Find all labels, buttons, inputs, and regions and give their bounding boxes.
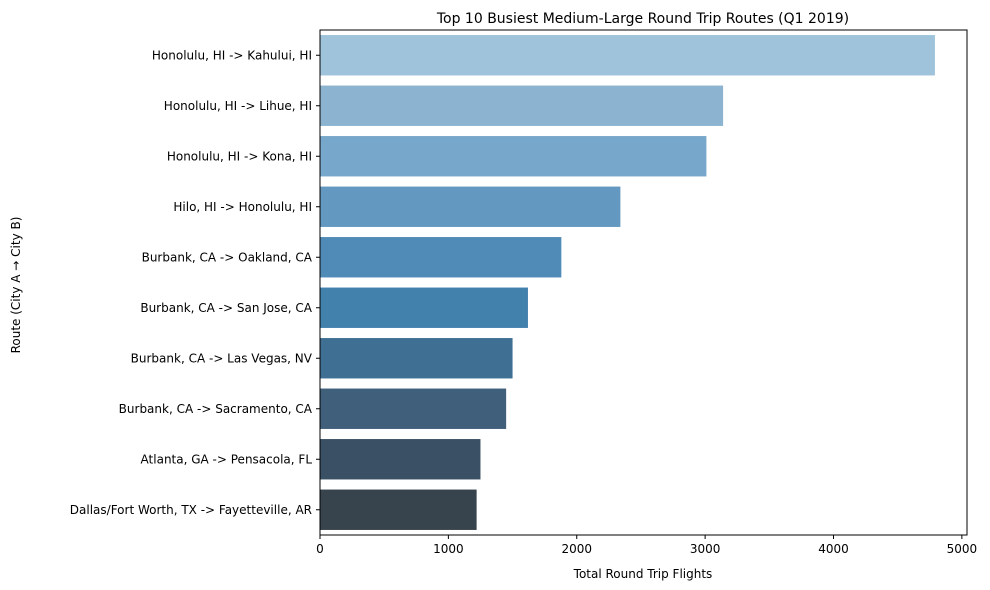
bar xyxy=(320,388,507,429)
y-axis-title: Route (City A → City B) xyxy=(9,217,23,354)
y-tick-label: Burbank, CA -> Sacramento, CA xyxy=(119,402,313,416)
y-tick-label: Atlanta, GA -> Pensacola, FL xyxy=(141,452,313,466)
x-tick-label: 4000 xyxy=(818,542,849,556)
x-ticks: 0 1000 2000 3000 4000 5000 xyxy=(316,535,977,556)
bars-group xyxy=(320,35,935,530)
bar xyxy=(320,338,513,379)
bar xyxy=(320,287,528,328)
x-tick-label: 0 xyxy=(316,542,324,556)
plot-frame xyxy=(319,29,968,536)
x-tick-label: 3000 xyxy=(690,542,721,556)
bar xyxy=(320,489,477,530)
y-tick-label: Burbank, CA -> Oakland, CA xyxy=(142,250,313,264)
y-tick-label: Burbank, CA -> San Jose, CA xyxy=(140,301,312,315)
bar xyxy=(320,439,481,480)
y-tick-label: Hilo, HI -> Honolulu, HI xyxy=(173,200,312,214)
x-tick-label: 5000 xyxy=(947,542,978,556)
bar xyxy=(320,136,707,177)
bar xyxy=(320,35,935,76)
bar xyxy=(320,85,724,126)
y-tick-label: Honolulu, HI -> Kahului, HI xyxy=(152,48,312,62)
y-tick-label: Dallas/Fort Worth, TX -> Fayetteville, A… xyxy=(70,503,312,517)
chart-title: Top 10 Busiest Medium-Large Round Trip R… xyxy=(436,11,849,27)
x-tick-label: 1000 xyxy=(433,542,464,556)
y-tick-label: Burbank, CA -> Las Vegas, NV xyxy=(131,351,313,365)
y-tick-label: Honolulu, HI -> Lihue, HI xyxy=(164,99,312,113)
x-tick-label: 2000 xyxy=(561,542,592,556)
bar xyxy=(320,237,562,278)
y-tick-label: Honolulu, HI -> Kona, HI xyxy=(167,149,312,163)
y-tick-labels: Honolulu, HI -> Kahului, HI Honolulu, HI … xyxy=(70,48,320,517)
x-axis-title: Total Round Trip Flights xyxy=(573,567,713,581)
bar xyxy=(320,186,621,227)
